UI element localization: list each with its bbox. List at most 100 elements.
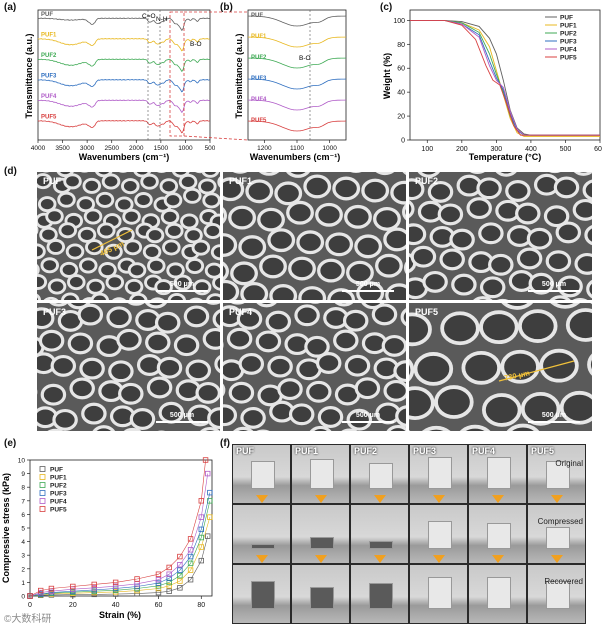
panel-label-b: (b) [220, 2, 233, 13]
compression-legend-marker [39, 482, 46, 488]
sem-scale-bar [528, 290, 580, 292]
sem-pore [160, 208, 180, 225]
sem-pore [371, 303, 398, 326]
compression-point-puf5 [198, 498, 204, 504]
sem-pore [520, 392, 561, 426]
sem-pore [440, 311, 480, 346]
arrow-down-icon [315, 495, 327, 503]
sem-pore [142, 243, 162, 260]
zoom-connectors [183, 11, 249, 141]
compression-point-puf2 [207, 498, 213, 504]
ftir-zoom-chart: 1200 1100 1000 B-O PUF PUF1 PUF2 PUF3 PUF4 PUF5… [234, 9, 347, 162]
photo-puf3-compressed [410, 505, 467, 563]
ftir-co-annotation: C=O [142, 13, 156, 20]
sem-pore [226, 327, 253, 350]
sem-pore [129, 292, 148, 300]
compression-point-puf5 [202, 457, 209, 463]
compression-y-tick-label: 2 [21, 566, 25, 573]
sem-pore [294, 304, 320, 327]
compression-point-puf5 [166, 564, 172, 571]
ftir-line-puf1 [37, 38, 210, 52]
sem-pore [427, 180, 454, 203]
sem-pore [543, 205, 570, 228]
compression-legend-puf: PUF [50, 467, 63, 474]
ftir-zoom-label-puf4: PUF4 [251, 97, 267, 103]
sem-pore [77, 226, 97, 243]
compression-legend-marker [39, 466, 46, 472]
foam-sample [369, 541, 393, 549]
ftir-line-puf3 [37, 79, 210, 93]
compression-markers [27, 457, 213, 599]
ftir-zoom-series-labels: PUF PUF1 PUF2 PUF3 PUF4 PUF5 [251, 13, 267, 124]
compression-point-puf1 [207, 514, 213, 520]
photo-label-puf3: PUF3 [413, 446, 437, 456]
sem-pore [40, 383, 67, 406]
ftir-label-puf2: PUF2 [41, 53, 57, 59]
compression-point-puf2 [187, 560, 194, 567]
compression-legend-marker [39, 474, 46, 480]
ftir-zoom-ylabel: Transmittance (a.u.) [234, 33, 244, 118]
sem-pore [516, 247, 543, 270]
ftir-frame [37, 9, 211, 141]
compression-point-puf1 [198, 544, 204, 550]
sem-pore [150, 297, 165, 300]
sem-pore [159, 178, 179, 195]
compression-legend-puf3: PUF3 [50, 491, 67, 498]
sem-pore [83, 208, 103, 225]
sem-pore [217, 176, 220, 188]
compression-legend-puf1: PUF1 [50, 475, 67, 482]
sem-pore [325, 232, 354, 257]
photo-state-original: Original [555, 459, 583, 468]
sem-foam-texture [37, 303, 220, 431]
tga-y-tick-label: 100 [393, 18, 405, 25]
compression-point-puf4 [155, 576, 162, 583]
sem-pore [317, 258, 345, 283]
sem-pore [207, 407, 220, 430]
sem-measure-arrow [498, 360, 575, 382]
arrow-down-icon [433, 495, 445, 503]
sem-pore [451, 273, 477, 296]
sem-pore [526, 227, 553, 250]
sem-pore [37, 173, 53, 190]
compression-point-puf4 [205, 470, 211, 477]
sem-pore [584, 225, 592, 246]
compression-point-puf4 [166, 571, 172, 577]
compression-point-puf2 [155, 583, 162, 589]
sem-pore [461, 350, 501, 385]
compression-point-puf5 [177, 553, 183, 560]
sem-pore [191, 239, 211, 256]
sem-pore [146, 376, 173, 399]
sem-image-puf2: PUF2 500 μm [409, 172, 592, 300]
sem-pore [90, 292, 110, 300]
tga-x-tick-label: 100 [421, 146, 433, 153]
compression-y-tick-label: 0 [21, 594, 25, 601]
sem-pore [38, 329, 65, 352]
photo-puf5-original: PUF5 Original [528, 445, 585, 503]
sem-scale-label: 500 μm [541, 412, 567, 419]
ftir-chart: 4000 3500 3000 2500 2000 1500 1000 500 C=O N-H … [24, 9, 215, 162]
tga-x-tick-label: 500 [560, 146, 572, 153]
ftir-zoom-label-puf2: PUF2 [251, 55, 267, 61]
sem-pore [395, 405, 406, 427]
photo-label-puf1: PUF1 [295, 446, 319, 456]
sem-pore [255, 330, 282, 353]
sem-pore [267, 228, 296, 253]
sem-pore [39, 226, 58, 243]
photo-puf3-recovered [410, 565, 467, 623]
compression-point-puf [187, 576, 194, 583]
arrow-down-icon [551, 555, 563, 563]
tga-x-tick-label: 200 [456, 146, 468, 153]
sem-pore [61, 292, 80, 300]
sem-pore [555, 221, 582, 244]
sem-pore [245, 179, 274, 204]
sem-pore [573, 172, 592, 176]
panel-label-a: (a) [4, 2, 17, 13]
foam-sample [310, 587, 334, 609]
sem-pore [375, 172, 395, 176]
compression-point-puf4 [70, 586, 76, 592]
sem-pore [77, 303, 104, 326]
sem-pore [206, 293, 220, 300]
compression-y-tick-label: 10 [18, 458, 26, 465]
sem-pore [228, 205, 256, 230]
sem-label-puf4: PUF4 [229, 307, 253, 317]
